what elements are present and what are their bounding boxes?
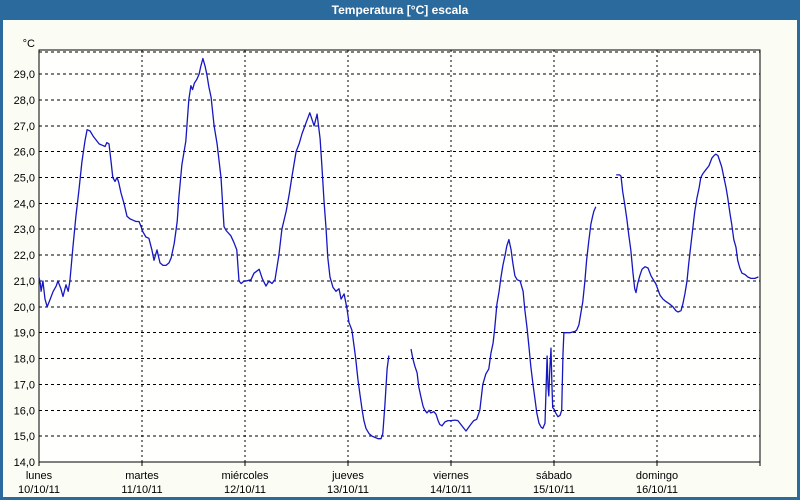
plot-border: [38, 49, 761, 463]
y-tick-label: 27,0: [14, 121, 35, 133]
temperature-series-line: [616, 153, 759, 313]
x-axis-date-label: 11/10/11: [121, 484, 162, 496]
y-tick-label: 14,0: [14, 457, 35, 469]
y-tick-label: 24,0: [14, 198, 35, 210]
y-tick-label: 22,0: [14, 250, 35, 262]
chart-content-area: °C 29,0 28,0 27,0 26,0 25,0 24,0 23,0 22,0 21,0 20…: [3, 20, 797, 497]
x-axis-day-label: viernes: [433, 470, 469, 482]
y-axis-unit-label: °C: [23, 38, 35, 50]
x-axis-date-label: 13/10/11: [327, 484, 369, 496]
x-axis-date-label: 12/10/11: [224, 484, 266, 496]
y-tick-label: 26,0: [14, 147, 35, 159]
x-axis-day-label: jueves: [331, 470, 364, 482]
y-tick-label: 23,0: [14, 224, 35, 236]
x-axis-date-label: 16/10/11: [636, 484, 678, 496]
x-axis-day-label: sábado: [536, 470, 572, 482]
y-tick-label: 21,0: [14, 276, 35, 288]
x-axis-day-label: martes: [125, 470, 159, 482]
x-axis-day-label: lunes: [26, 470, 53, 482]
y-tick-label: 19,0: [14, 328, 35, 340]
plot-background: [39, 50, 760, 462]
x-axis-day-label: domingo: [636, 470, 678, 482]
y-tick-label: 25,0: [14, 173, 35, 185]
y-tick-label: 28,0: [14, 95, 35, 107]
y-tick-label: 29,0: [14, 69, 35, 81]
x-axis-day-label: miércoles: [221, 470, 269, 482]
y-tick-label: 17,0: [14, 379, 35, 391]
x-axis-date-label: 14/10/11: [430, 484, 472, 496]
y-tick-label: 16,0: [14, 405, 35, 417]
window-title-bar: Temperatura [°C] escala: [0, 0, 800, 20]
x-axis-date-label: 10/10/11: [18, 484, 60, 496]
window-title: Temperatura [°C] escala: [331, 3, 469, 17]
temperature-series-line: [38, 57, 390, 440]
temperature-chart: °C 29,0 28,0 27,0 26,0 25,0 24,0 23,0 22,0 21,0 20…: [14, 38, 761, 496]
x-axis-date-label: 15/10/11: [533, 484, 575, 496]
temperature-series-line: [410, 206, 597, 432]
y-tick-label: 15,0: [14, 431, 35, 443]
y-tick-label: 20,0: [14, 302, 35, 314]
y-tick-label: 18,0: [14, 354, 35, 366]
